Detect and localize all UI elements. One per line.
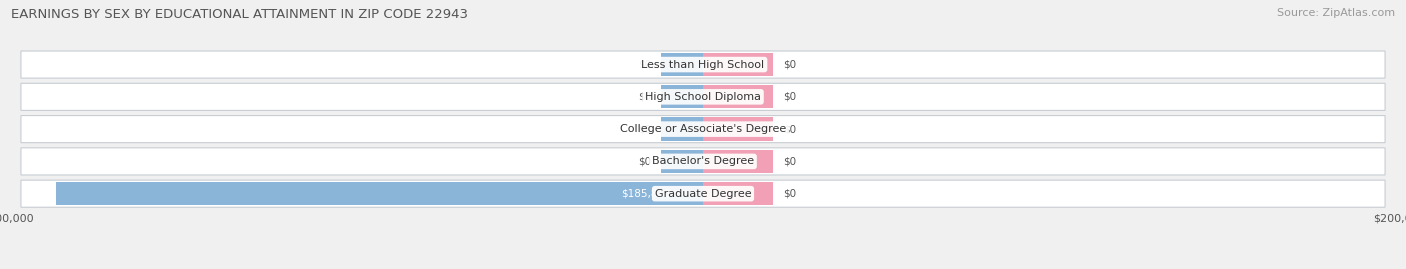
Text: $0: $0 (638, 124, 651, 134)
Text: $0: $0 (783, 189, 796, 199)
Text: $185,833: $185,833 (621, 189, 671, 199)
Bar (703, 118, 773, 141)
Text: $0: $0 (783, 59, 796, 70)
Text: $0: $0 (783, 124, 796, 134)
Bar (703, 182, 773, 205)
Bar (703, 150, 773, 173)
Text: College or Associate's Degree: College or Associate's Degree (620, 124, 786, 134)
Bar (56, 182, 703, 205)
Text: Source: ZipAtlas.com: Source: ZipAtlas.com (1277, 8, 1395, 18)
Bar (661, 118, 703, 141)
Bar (703, 85, 773, 108)
Text: $0: $0 (638, 156, 651, 167)
Bar (703, 53, 773, 76)
Text: High School Diploma: High School Diploma (645, 92, 761, 102)
FancyBboxPatch shape (21, 51, 1385, 78)
FancyBboxPatch shape (21, 83, 1385, 110)
FancyBboxPatch shape (21, 148, 1385, 175)
Text: $0: $0 (638, 59, 651, 70)
Text: Bachelor's Degree: Bachelor's Degree (652, 156, 754, 167)
Bar (661, 85, 703, 108)
Text: $0: $0 (783, 92, 796, 102)
Text: Graduate Degree: Graduate Degree (655, 189, 751, 199)
Text: EARNINGS BY SEX BY EDUCATIONAL ATTAINMENT IN ZIP CODE 22943: EARNINGS BY SEX BY EDUCATIONAL ATTAINMEN… (11, 8, 468, 21)
Text: $0: $0 (783, 156, 796, 167)
Text: Less than High School: Less than High School (641, 59, 765, 70)
Bar (661, 53, 703, 76)
Text: $0: $0 (638, 92, 651, 102)
FancyBboxPatch shape (21, 116, 1385, 143)
Bar (661, 150, 703, 173)
FancyBboxPatch shape (21, 180, 1385, 207)
